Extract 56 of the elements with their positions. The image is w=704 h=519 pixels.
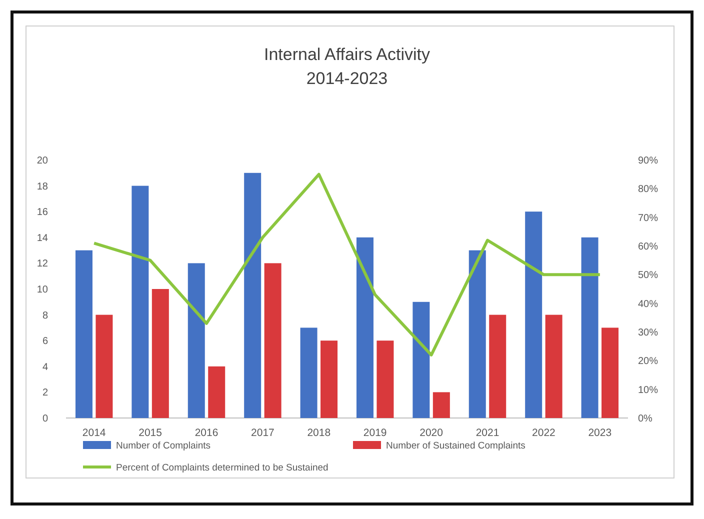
y2-tick-label: 20% [638,356,658,368]
bar [188,263,205,418]
bar [75,250,92,418]
x-tick-label: 2021 [476,427,500,439]
y-tick-label: 8 [42,310,48,322]
y2-tick-label: 30% [638,328,658,338]
x-tick-label: 2023 [588,427,612,439]
x-tick-label: 2022 [532,427,556,439]
y2-tick-label: 50% [638,270,658,282]
y2-tick-label: 90% [638,156,658,166]
bar [152,289,169,418]
y-tick-label: 0 [42,414,48,424]
y-tick-label: 18 [36,181,48,192]
legend-label: Percent of Complaints determined to be Sustained [116,462,328,474]
legend-label: Number of Sustained Complaints [386,440,526,452]
x-tick-label: 2019 [363,427,387,439]
y-tick-label: 4 [42,362,48,373]
x-tick-label: 2016 [194,427,218,439]
y2-tick-label: 10% [638,384,658,396]
y-tick-label: 12 [36,258,48,270]
bar [602,328,619,418]
y-tick-label: 20 [36,156,48,166]
y-tick-label: 14 [36,232,48,244]
bar [132,186,149,418]
bar [545,314,562,418]
bar [525,212,542,418]
x-tick-label: 2018 [307,427,331,439]
bar [376,340,394,418]
legend-label: Number of Complaints [116,440,211,452]
x-tick-label: 2020 [420,427,444,439]
bar [264,263,282,418]
y-tick-label: 2 [42,388,48,399]
bar [356,237,374,418]
y2-tick-label: 60% [638,242,658,252]
y-tick-label: 16 [36,207,48,218]
bar [468,250,486,418]
x-tick-label: 2015 [138,427,162,439]
y-tick-label: 10 [36,284,48,296]
bar [412,302,430,418]
line-series [92,172,602,356]
bar [96,314,113,418]
bar [300,328,318,418]
bar [432,392,450,418]
chart-title: Internal Affairs Activity 2014-2023 [264,45,430,88]
y2-tick-label: 40% [638,298,658,310]
bar [244,172,262,418]
x-tick-label: 2014 [82,427,106,439]
bar [489,314,506,418]
bar [208,366,226,418]
bar [581,237,598,418]
x-tick-label: 2017 [251,427,275,439]
y2-tick-label: 70% [638,212,658,224]
y2-tick-label: 0% [638,414,653,424]
y2-tick-label: 80% [638,184,658,196]
bar [320,340,338,418]
y-tick-label: 6 [42,336,48,348]
